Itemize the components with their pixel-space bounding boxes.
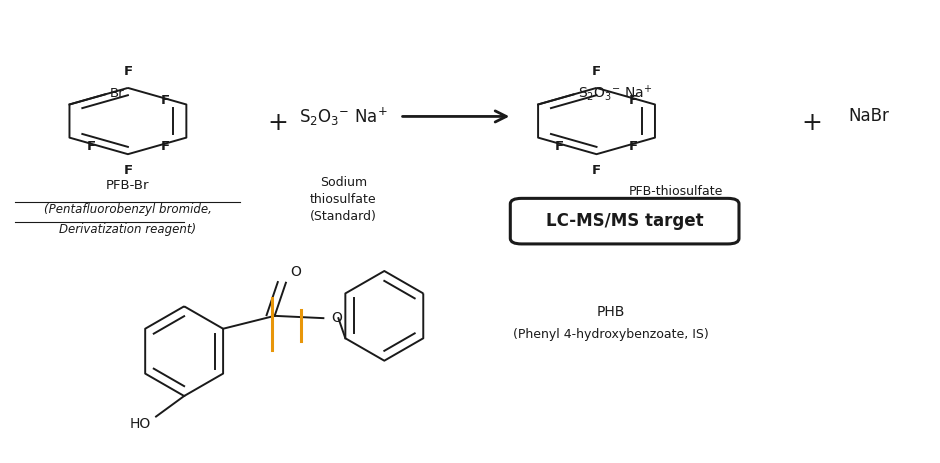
Text: F: F <box>123 164 133 177</box>
Text: +: + <box>802 111 822 135</box>
Text: F: F <box>592 164 601 177</box>
Text: PFB-thiosulfate: PFB-thiosulfate <box>629 186 724 199</box>
Text: S$_2$O$_3$$^{-}$ Na$^{+}$: S$_2$O$_3$$^{-}$ Na$^{+}$ <box>578 84 652 103</box>
Text: +: + <box>268 111 289 135</box>
Text: F: F <box>161 94 169 107</box>
Text: F: F <box>86 140 96 153</box>
Text: HO: HO <box>130 418 151 432</box>
Text: F: F <box>161 140 169 153</box>
Text: F: F <box>555 140 564 153</box>
Text: (Pentafluorobenzyl bromide,: (Pentafluorobenzyl bromide, <box>44 202 212 215</box>
FancyBboxPatch shape <box>510 198 739 244</box>
Text: Sodium
thiosulfate
(Standard): Sodium thiosulfate (Standard) <box>310 176 377 223</box>
Text: F: F <box>629 140 638 153</box>
Text: PFB-Br: PFB-Br <box>106 180 149 193</box>
Text: O: O <box>290 265 302 279</box>
Text: F: F <box>123 65 133 78</box>
Text: LC-MS/MS target: LC-MS/MS target <box>546 212 703 230</box>
Text: S$_2$O$_3$$^{-}$ Na$^{+}$: S$_2$O$_3$$^{-}$ Na$^{+}$ <box>299 105 388 128</box>
Text: F: F <box>592 65 601 78</box>
Text: (Phenyl 4-hydroxybenzoate, IS): (Phenyl 4-hydroxybenzoate, IS) <box>512 328 709 341</box>
Text: Derivatization reagent): Derivatization reagent) <box>59 223 196 236</box>
Text: F: F <box>629 94 638 107</box>
Text: Br: Br <box>110 87 124 100</box>
Text: NaBr: NaBr <box>848 107 888 125</box>
Text: PHB: PHB <box>596 305 625 319</box>
Text: O: O <box>331 311 342 325</box>
